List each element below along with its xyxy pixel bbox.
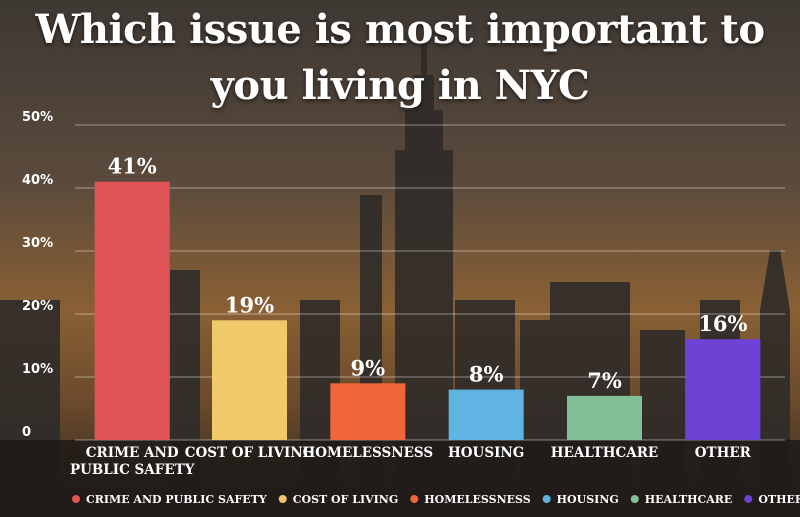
bar [567,395,642,440]
bar [330,383,406,440]
bar-value-label: 41% [108,154,157,179]
legend-entry: OTHER [758,493,800,506]
x-tick-label: CRIME AND [86,445,179,461]
legend-entry: HOUSING [557,493,619,506]
bar [212,320,287,440]
bar-value-label: 9% [351,355,386,380]
y-tick-label: 10% [22,362,53,377]
legend-swatch [542,495,551,503]
bar-value-label: 8% [469,362,504,387]
y-tick-label: 40% [22,173,53,188]
bar-value-label: 16% [698,311,747,336]
legend-swatch [72,495,80,503]
bar [685,339,761,440]
legend-entry: HEALTHCARE [645,493,733,506]
x-tick-label: COST OF LIVING [185,445,315,461]
y-tick-label: 30% [22,236,53,251]
x-tick-label: PUBLIC SAFETY [70,462,195,478]
legend-swatch [630,495,639,503]
bar [448,389,524,440]
bar-value-label: 19% [225,292,274,317]
legend-entry: HOMELESSNESS [424,493,530,506]
x-tick-label: HEALTHCARE [551,445,658,461]
legend-entry: CRIME AND PUBLIC SAFETY [86,493,267,506]
legend-swatch [410,495,419,503]
legend-entry: COST OF LIVING [293,493,399,506]
x-tick-label: HOMELESSNESS [303,445,434,461]
bar [94,181,170,440]
y-tick-label: 50% [22,110,53,125]
x-tick-label: HOUSING [448,445,524,461]
x-tick-label: OTHER [695,445,752,461]
legend-swatch [744,495,753,503]
y-tick-label: 0 [22,425,31,440]
chart-title: Which issue is most important to you liv… [35,6,765,109]
y-tick-label: 20% [22,299,53,314]
bar-value-label: 7% [587,368,622,393]
legend-swatch [278,495,287,503]
